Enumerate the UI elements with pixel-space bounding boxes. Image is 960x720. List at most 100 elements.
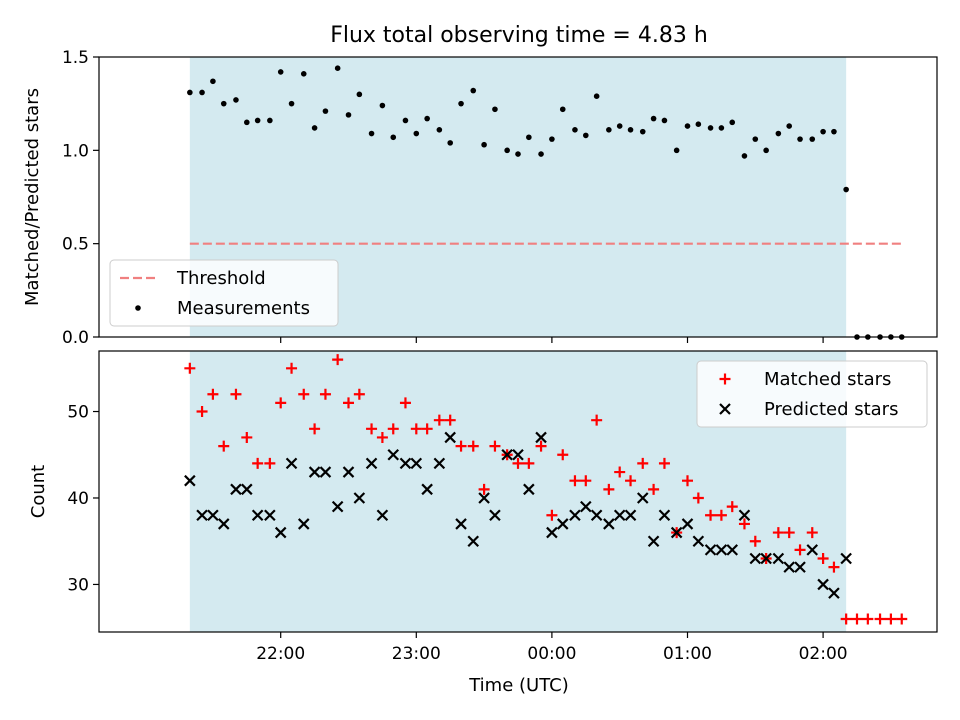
predicted-star-point (264, 509, 276, 522)
measurement-point (470, 87, 477, 94)
matched-star-point (207, 388, 219, 400)
predicted-star-point (569, 509, 581, 522)
legend-label: Threshold (176, 268, 266, 289)
predicted-star-point (365, 457, 378, 470)
measurement-point (809, 136, 816, 142)
matched-star-point (252, 457, 264, 469)
matched-star-point (840, 613, 852, 625)
legend-label: Measurements (177, 298, 310, 319)
predicted-star-point (184, 474, 196, 487)
matched-star-point (196, 406, 208, 418)
predicted-star-point (353, 492, 366, 504)
matched-star-point (637, 457, 649, 469)
measurement-point (627, 127, 634, 133)
predicted-star-point (421, 483, 433, 496)
matched-star-point (343, 397, 355, 409)
predicted-star-point (692, 535, 705, 547)
predicted-star-point (489, 509, 501, 522)
measurement-point (843, 186, 849, 193)
matched-star-point (455, 440, 467, 452)
predicted-star-point (556, 518, 569, 530)
matched-star-point (309, 423, 321, 435)
y-axis-label: Count (28, 465, 49, 518)
measurement-point (368, 130, 375, 137)
measurement-point (695, 121, 702, 127)
measurement-point (481, 141, 487, 148)
predicted-star-point (196, 509, 208, 522)
measurement-point (492, 106, 498, 113)
measurement-point (390, 134, 397, 141)
predicted-star-point (580, 500, 592, 513)
y-tick-label: 0.0 (62, 328, 89, 348)
predicted-star-point (840, 552, 852, 565)
measurement-point (458, 100, 464, 107)
predicted-star-point (410, 457, 423, 470)
measurement-point (210, 78, 216, 85)
x-axis-label: Time (UTC) (468, 675, 569, 696)
measurement-point (707, 125, 714, 131)
matched-star-point (726, 501, 738, 513)
matched-star-point (319, 388, 331, 400)
matched-star-point (366, 423, 378, 435)
measurement-point (187, 89, 193, 96)
matched-star-point (353, 388, 365, 400)
legend-predicted-swatch (719, 403, 731, 415)
predicted-star-point (523, 483, 535, 496)
measurement-point (402, 117, 409, 124)
matched-star-point (557, 449, 569, 461)
measurement-point (199, 89, 205, 96)
matched-star-point (421, 423, 433, 435)
predicted-star-point (535, 431, 547, 444)
predicted-star-point (241, 483, 253, 496)
measurement-point (504, 147, 510, 154)
matched-star-point (489, 440, 501, 452)
matched-star-point (387, 423, 399, 435)
predicted-star-point (647, 535, 660, 547)
y-tick-label: 30 (67, 575, 89, 595)
predicted-star-point (207, 509, 219, 522)
matched-star-point (275, 397, 287, 409)
predicted-star-point (738, 509, 751, 522)
measurement-point (244, 119, 250, 126)
predicted-star-point (217, 518, 230, 530)
predicted-star-point (331, 500, 344, 513)
predicted-star-point (772, 552, 785, 565)
matched-star-point (896, 613, 908, 625)
predicted-star-point (794, 561, 806, 573)
matched-star-point (523, 457, 535, 469)
predicted-star-point (297, 518, 310, 530)
measurement-point (515, 151, 521, 157)
measurement-point (549, 136, 555, 142)
measurement-point (582, 132, 589, 139)
measurement-point (775, 130, 782, 137)
predicted-star-point (230, 483, 242, 496)
measurement-point (345, 112, 352, 118)
x-tick-label: 02:00 (799, 644, 848, 664)
matched-star-point (715, 509, 727, 521)
measurement-point (661, 117, 668, 124)
matched-star-point (264, 457, 276, 469)
matched-star-point (794, 544, 806, 556)
matched-star-point (614, 466, 626, 478)
matched-star-point (241, 431, 253, 443)
matched-star-point (433, 414, 445, 426)
matched-star-point (286, 362, 298, 374)
matched-star-point (603, 483, 615, 495)
matched-star-point (851, 613, 863, 625)
predicted-star-point (501, 448, 513, 461)
panel-frame (98, 56, 938, 338)
matched-star-point (862, 613, 874, 625)
predicted-star-point (658, 509, 671, 522)
legend-label: Matched stars (764, 369, 891, 390)
measurement-point (220, 100, 227, 107)
matched-star-point (376, 431, 388, 443)
legend-box (696, 360, 928, 428)
predicted-star-point (399, 457, 412, 470)
predicted-star-point (285, 457, 298, 470)
predicted-star-point (251, 509, 264, 522)
x-tick-label: 23:00 (392, 644, 441, 664)
predicted-star-point (274, 526, 287, 539)
matched-star-point (648, 483, 660, 495)
matched-star-point (478, 483, 490, 495)
predicted-star-point (387, 448, 400, 461)
